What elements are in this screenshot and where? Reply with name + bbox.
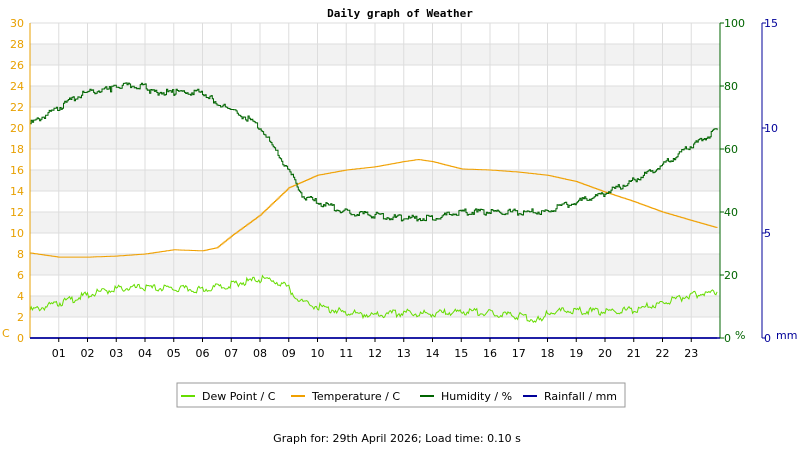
x-tick-label: 20	[598, 347, 612, 360]
x-tick-label: 11	[339, 347, 353, 360]
left-tick-label: 6	[17, 269, 24, 282]
x-tick-label: 08	[253, 347, 267, 360]
x-tick-label: 15	[454, 347, 468, 360]
right-axis-1-unit: %	[735, 329, 745, 342]
left-tick-label: 22	[10, 101, 24, 114]
x-tick-label: 16	[483, 347, 497, 360]
series-humidity-line	[30, 82, 718, 222]
x-tick-label: 05	[167, 347, 181, 360]
right-axis-1-tick-label: 60	[724, 143, 738, 156]
legend-label: Dew Point / C	[202, 390, 276, 403]
chart-title: Daily graph of Weather	[327, 7, 473, 20]
legend-box	[176, 382, 626, 408]
x-tick-label: 07	[224, 347, 238, 360]
x-tick-label: 10	[311, 347, 325, 360]
legend-label: Rainfall / mm	[544, 390, 617, 403]
gridlines	[30, 22, 720, 339]
left-tick-label: 0	[17, 332, 24, 345]
legend-label: Temperature / C	[311, 390, 400, 403]
x-tick-label: 21	[627, 347, 641, 360]
right-axis-1-tick-label: 40	[724, 206, 738, 219]
right-axis-1-tick-label: 0	[724, 332, 731, 345]
x-tick-label: 03	[109, 347, 123, 360]
x-tick-label: 14	[426, 347, 440, 360]
x-tick-label: 12	[368, 347, 382, 360]
left-tick-label: 18	[10, 143, 24, 156]
x-tick-label: 19	[569, 347, 583, 360]
footer-text: Graph for: 29th April 2026; Load time: 0…	[273, 432, 521, 445]
x-tick-label: 02	[81, 347, 95, 360]
legend-label: Humidity / %	[441, 390, 512, 403]
left-tick-label: 28	[10, 38, 24, 51]
left-tick-label: 12	[10, 206, 24, 219]
left-tick-label: 2	[17, 311, 24, 324]
right-axis-1-tick-label: 100	[724, 17, 745, 30]
x-tick-label: 22	[656, 347, 670, 360]
x-tick-label: 06	[196, 347, 210, 360]
left-tick-label: 26	[10, 59, 24, 72]
left-tick-label: 14	[10, 185, 24, 198]
right-axis-2-tick-label: 0	[764, 332, 771, 345]
left-tick-label: 20	[10, 122, 24, 135]
right-axis-2-tick-label: 5	[764, 227, 771, 240]
left-tick-label: 24	[10, 80, 24, 93]
right-axis-2-tick-label: 15	[764, 17, 778, 30]
x-tick-label: 13	[397, 347, 411, 360]
series-temperature-line	[30, 159, 718, 258]
right-axis-2-tick-label: 10	[764, 122, 778, 135]
axes	[29, 22, 766, 342]
x-tick-label: 23	[684, 347, 698, 360]
left-tick-label: 4	[17, 290, 24, 303]
x-tick-label: 09	[282, 347, 296, 360]
right-axis-1-tick-label: 80	[724, 80, 738, 93]
left-tick-label: 30	[10, 17, 24, 30]
series-dew-line	[29, 274, 718, 323]
x-tick-label: 04	[138, 347, 152, 360]
left-axis-unit: C	[2, 327, 10, 340]
right-axis-2-unit: mm	[776, 329, 797, 342]
left-tick-label: 10	[10, 227, 24, 240]
left-tick-label: 8	[17, 248, 24, 261]
x-tick-label: 01	[52, 347, 66, 360]
x-tick-label: 18	[541, 347, 555, 360]
left-tick-label: 16	[10, 164, 24, 177]
legend: Dew Point / C Temperature / C Humidity / %…	[176, 382, 626, 408]
x-tick-label: 17	[512, 347, 526, 360]
right-axis-1-tick-label: 20	[724, 269, 738, 282]
